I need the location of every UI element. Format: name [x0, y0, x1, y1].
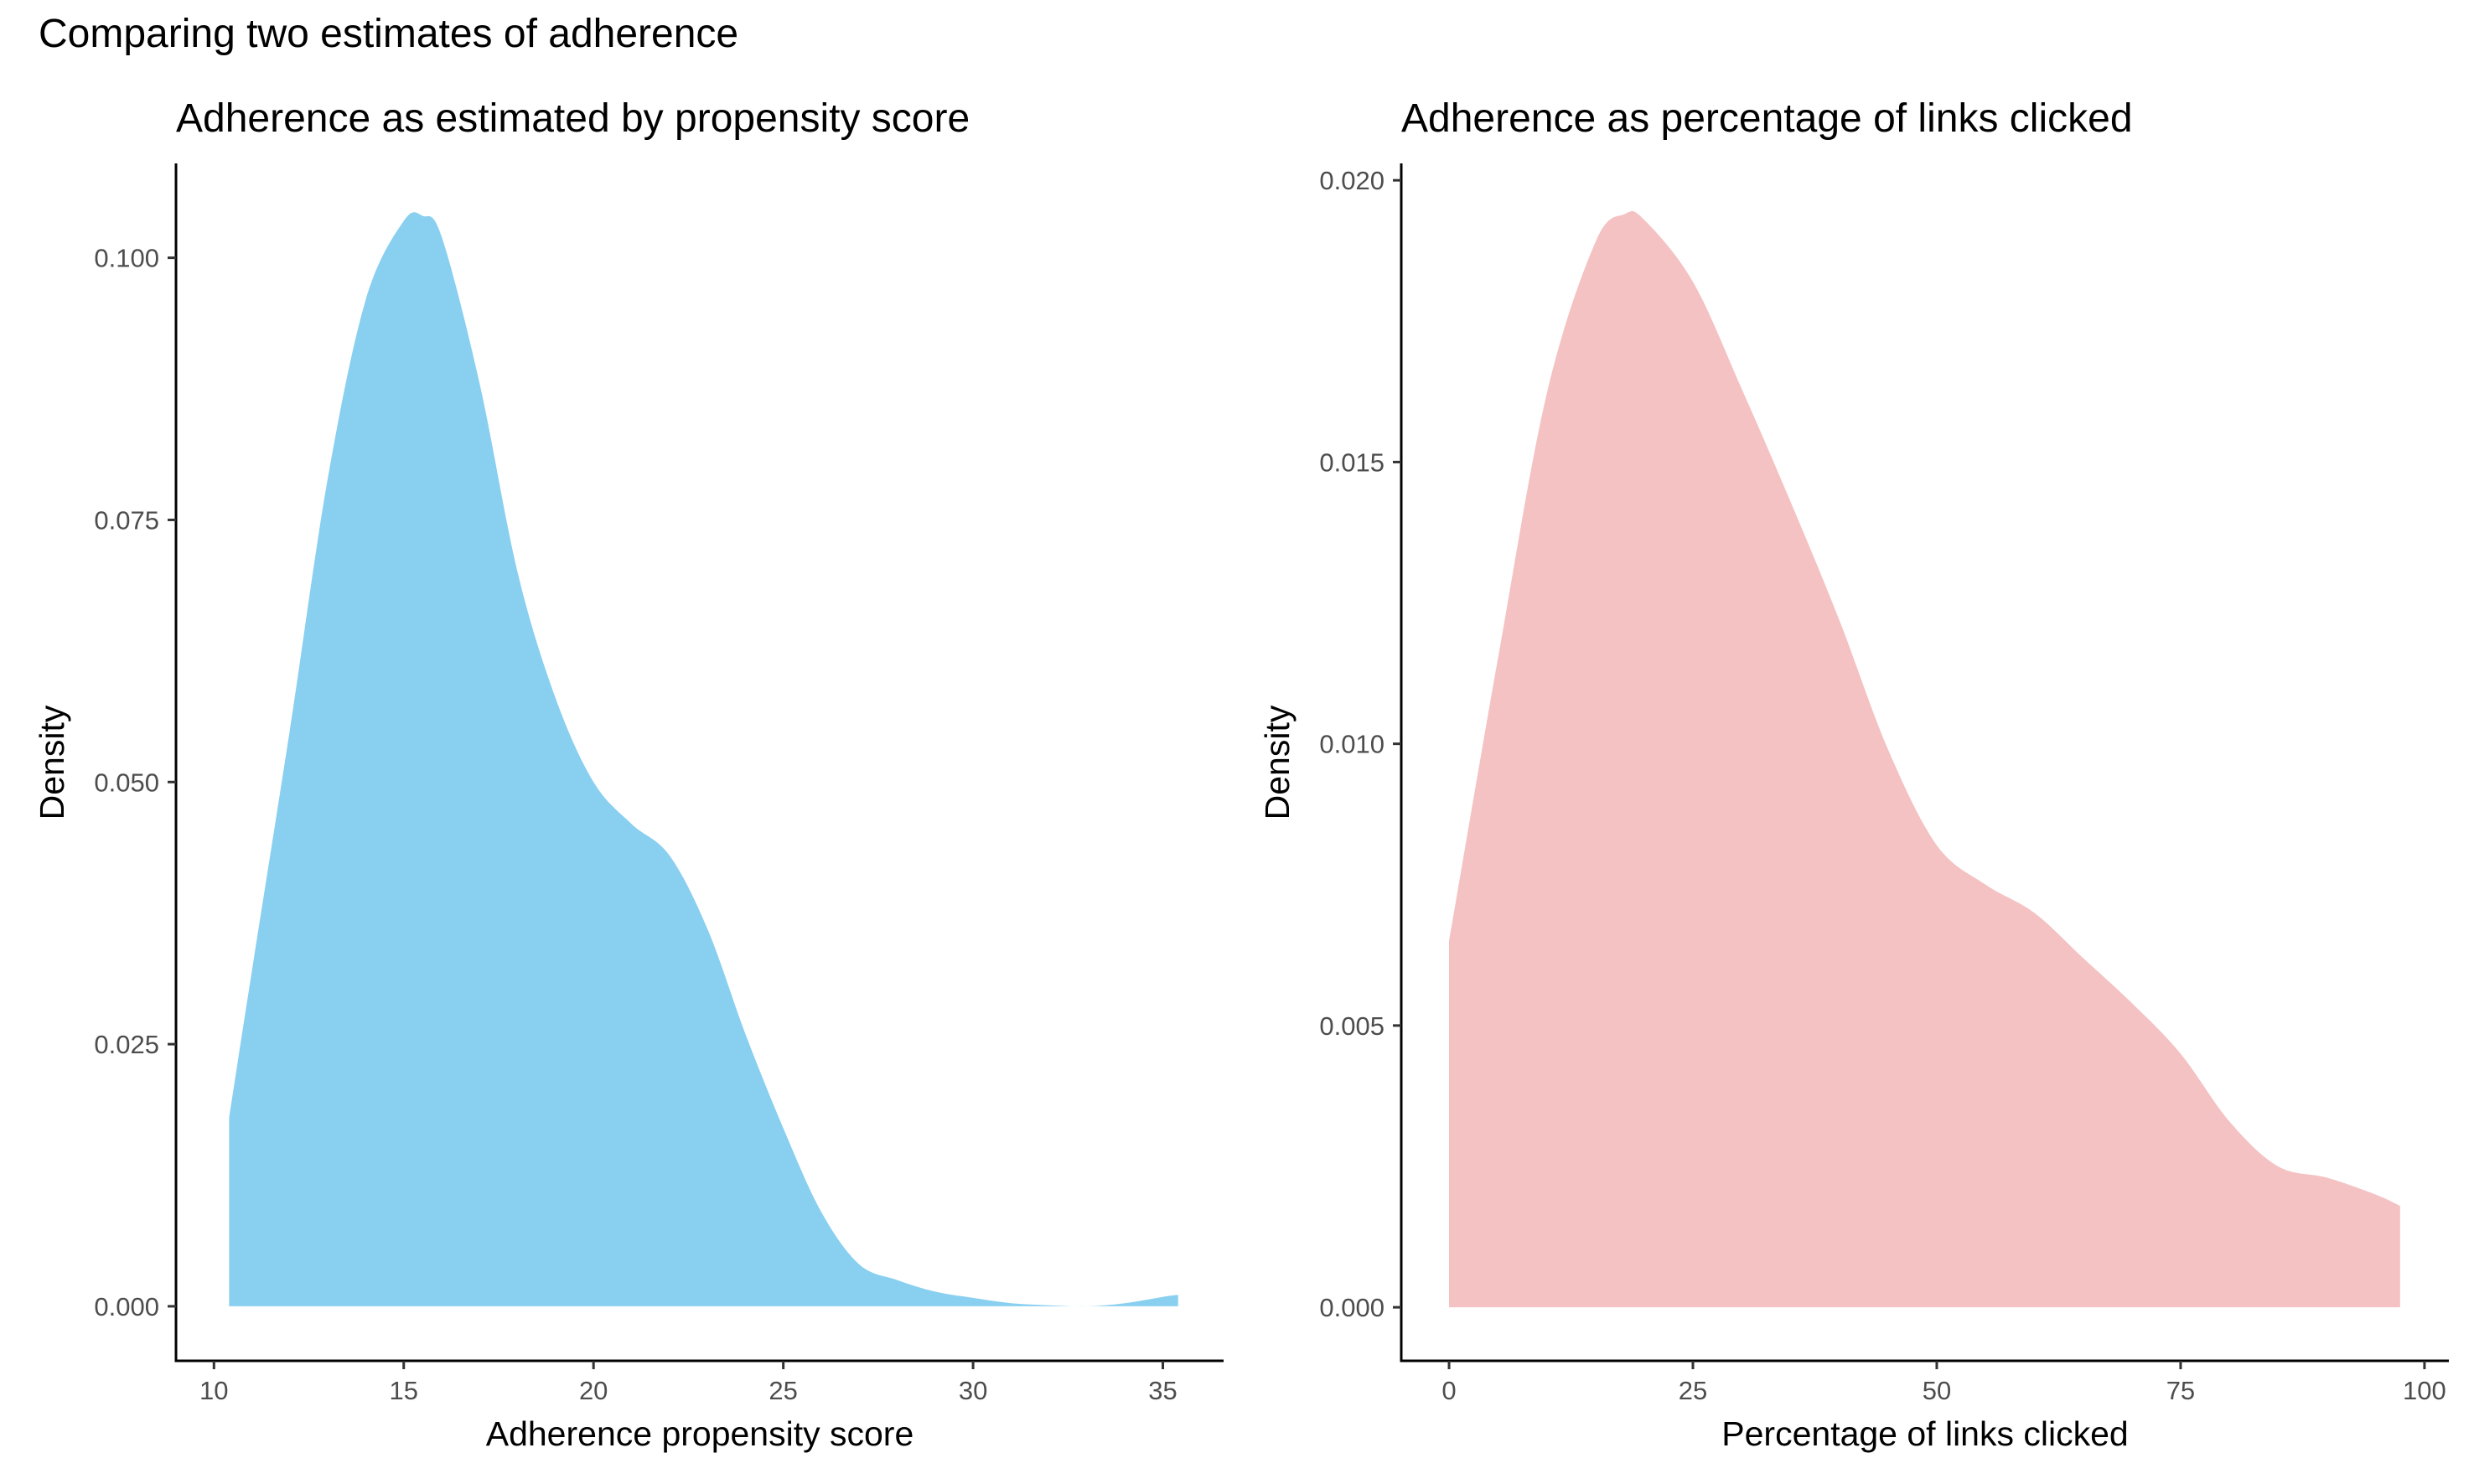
y-tick-label: 0.015: [1319, 447, 1385, 477]
y-tick-label: 0.000: [1319, 1293, 1385, 1322]
x-tick-label: 15: [389, 1376, 417, 1405]
axis-lines: [174, 163, 1224, 1362]
x-tick-label: 25: [769, 1376, 797, 1405]
y-axis-ticks: 0.000 0.025 0.050 0.075 0.100: [94, 244, 176, 1321]
density-area: [1449, 211, 2400, 1308]
x-axis-ticks: 0 25 50 75 100: [1441, 1361, 2446, 1405]
y-tick-label: 0.005: [1319, 1011, 1385, 1041]
y-tick-label: 0.020: [1319, 166, 1385, 195]
y-axis-ticks: 0.000 0.005 0.010 0.015 0.020: [1319, 166, 1401, 1322]
x-tick-label: 100: [2403, 1376, 2446, 1405]
x-tick-label: 35: [1148, 1376, 1177, 1405]
y-tick-label: 0.100: [94, 244, 159, 273]
x-tick-label: 10: [199, 1376, 228, 1405]
y-tick-label: 0.075: [94, 505, 159, 535]
x-axis-label: Adherence propensity score: [486, 1414, 914, 1453]
y-tick-label: 0.000: [94, 1292, 159, 1321]
chart-title: Adherence as percentage of links clicked: [1401, 96, 2133, 141]
x-tick-label: 25: [1679, 1376, 1707, 1405]
chart-panel-links: Adherence as percentage of links clicked…: [1258, 96, 2449, 1453]
x-tick-label: 0: [1441, 1376, 1456, 1405]
x-tick-label: 30: [959, 1376, 987, 1405]
y-tick-label: 0.025: [94, 1030, 159, 1059]
y-tick-label: 0.010: [1319, 730, 1385, 759]
y-tick-label: 0.050: [94, 768, 159, 797]
x-axis-ticks: 10 15 20 25 30 35: [199, 1361, 1177, 1405]
y-axis-label: Density: [33, 705, 71, 820]
chart-title: Adherence as estimated by propensity sco…: [176, 96, 970, 141]
x-tick-label: 50: [1923, 1376, 1951, 1405]
x-axis-label: Percentage of links clicked: [1721, 1414, 2128, 1453]
x-tick-label: 75: [2166, 1376, 2195, 1405]
page-title: Comparing two estimates of adherence: [39, 12, 738, 56]
y-axis-label: Density: [1258, 705, 1297, 820]
chart-panel-propensity: Adherence as estimated by propensity sco…: [33, 96, 1224, 1453]
x-tick-label: 20: [579, 1376, 608, 1405]
density-area: [229, 212, 1178, 1306]
axis-lines: [1400, 163, 2449, 1362]
